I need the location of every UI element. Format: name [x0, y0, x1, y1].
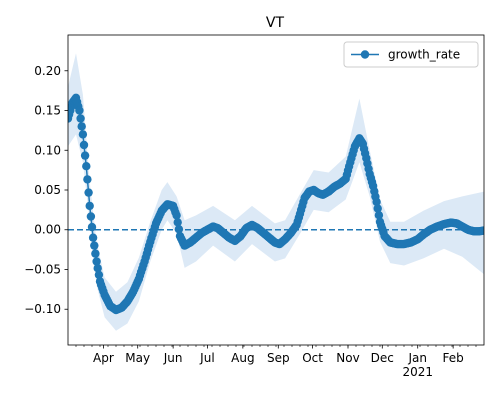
data-point	[92, 257, 101, 266]
series-layer	[68, 93, 484, 315]
data-point	[174, 225, 184, 234]
data-point	[80, 151, 90, 160]
x-tick-year-label: 2021	[402, 365, 433, 379]
data-point	[88, 233, 98, 242]
y-tick-label: −0.10	[24, 302, 61, 316]
x-tick-label: Dec	[371, 351, 394, 365]
x-tick-label: Jan	[407, 351, 427, 365]
data-point	[87, 222, 97, 232]
data-point	[75, 106, 84, 115]
y-tick-label: 0.20	[34, 64, 61, 78]
data-point	[373, 204, 382, 213]
data-point	[77, 122, 86, 131]
data-point	[372, 197, 381, 207]
data-point	[86, 212, 96, 221]
y-tick-label: 0.05	[34, 183, 61, 197]
legend-label: growth_rate	[388, 48, 460, 62]
y-tick-label: −0.05	[24, 262, 61, 276]
y-tick-label: 0.10	[34, 143, 61, 157]
axes-layer: 0.20 0.15 0.10 0.05 0.00 −0.05 −0.10 Apr May Jun J…	[24, 34, 485, 379]
data-point	[91, 249, 100, 258]
legend: growth_rate	[343, 41, 479, 68]
data-point	[76, 114, 85, 123]
data-point	[83, 175, 92, 184]
x-tick-label: Aug	[231, 351, 254, 365]
data-point	[374, 211, 384, 220]
legend-marker	[360, 50, 370, 59]
x-tick-label: Sep	[267, 351, 290, 365]
x-tick-label: Jun	[163, 351, 183, 365]
chart-title: VT	[266, 15, 285, 31]
data-point	[94, 270, 104, 279]
x-tick-label: Nov	[336, 351, 359, 365]
data-point	[93, 264, 102, 273]
y-tick-label: 0.00	[34, 223, 61, 237]
data-point	[173, 218, 182, 227]
data-point	[79, 140, 89, 150]
x-tick-label: Feb	[443, 351, 464, 365]
x-tick-label: Oct	[302, 351, 323, 365]
legend-box	[343, 41, 479, 68]
data-point	[172, 211, 181, 220]
data-point	[479, 226, 484, 235]
x-tick-label: May	[125, 351, 150, 365]
data-point	[90, 241, 99, 250]
y-tick-label: 0.15	[34, 104, 61, 118]
data-point	[84, 188, 93, 197]
x-tick-label: Jul	[199, 351, 214, 365]
x-tick-label: Apr	[93, 351, 114, 365]
data-point	[78, 130, 88, 139]
data-point	[82, 162, 91, 171]
data-point	[85, 201, 94, 211]
